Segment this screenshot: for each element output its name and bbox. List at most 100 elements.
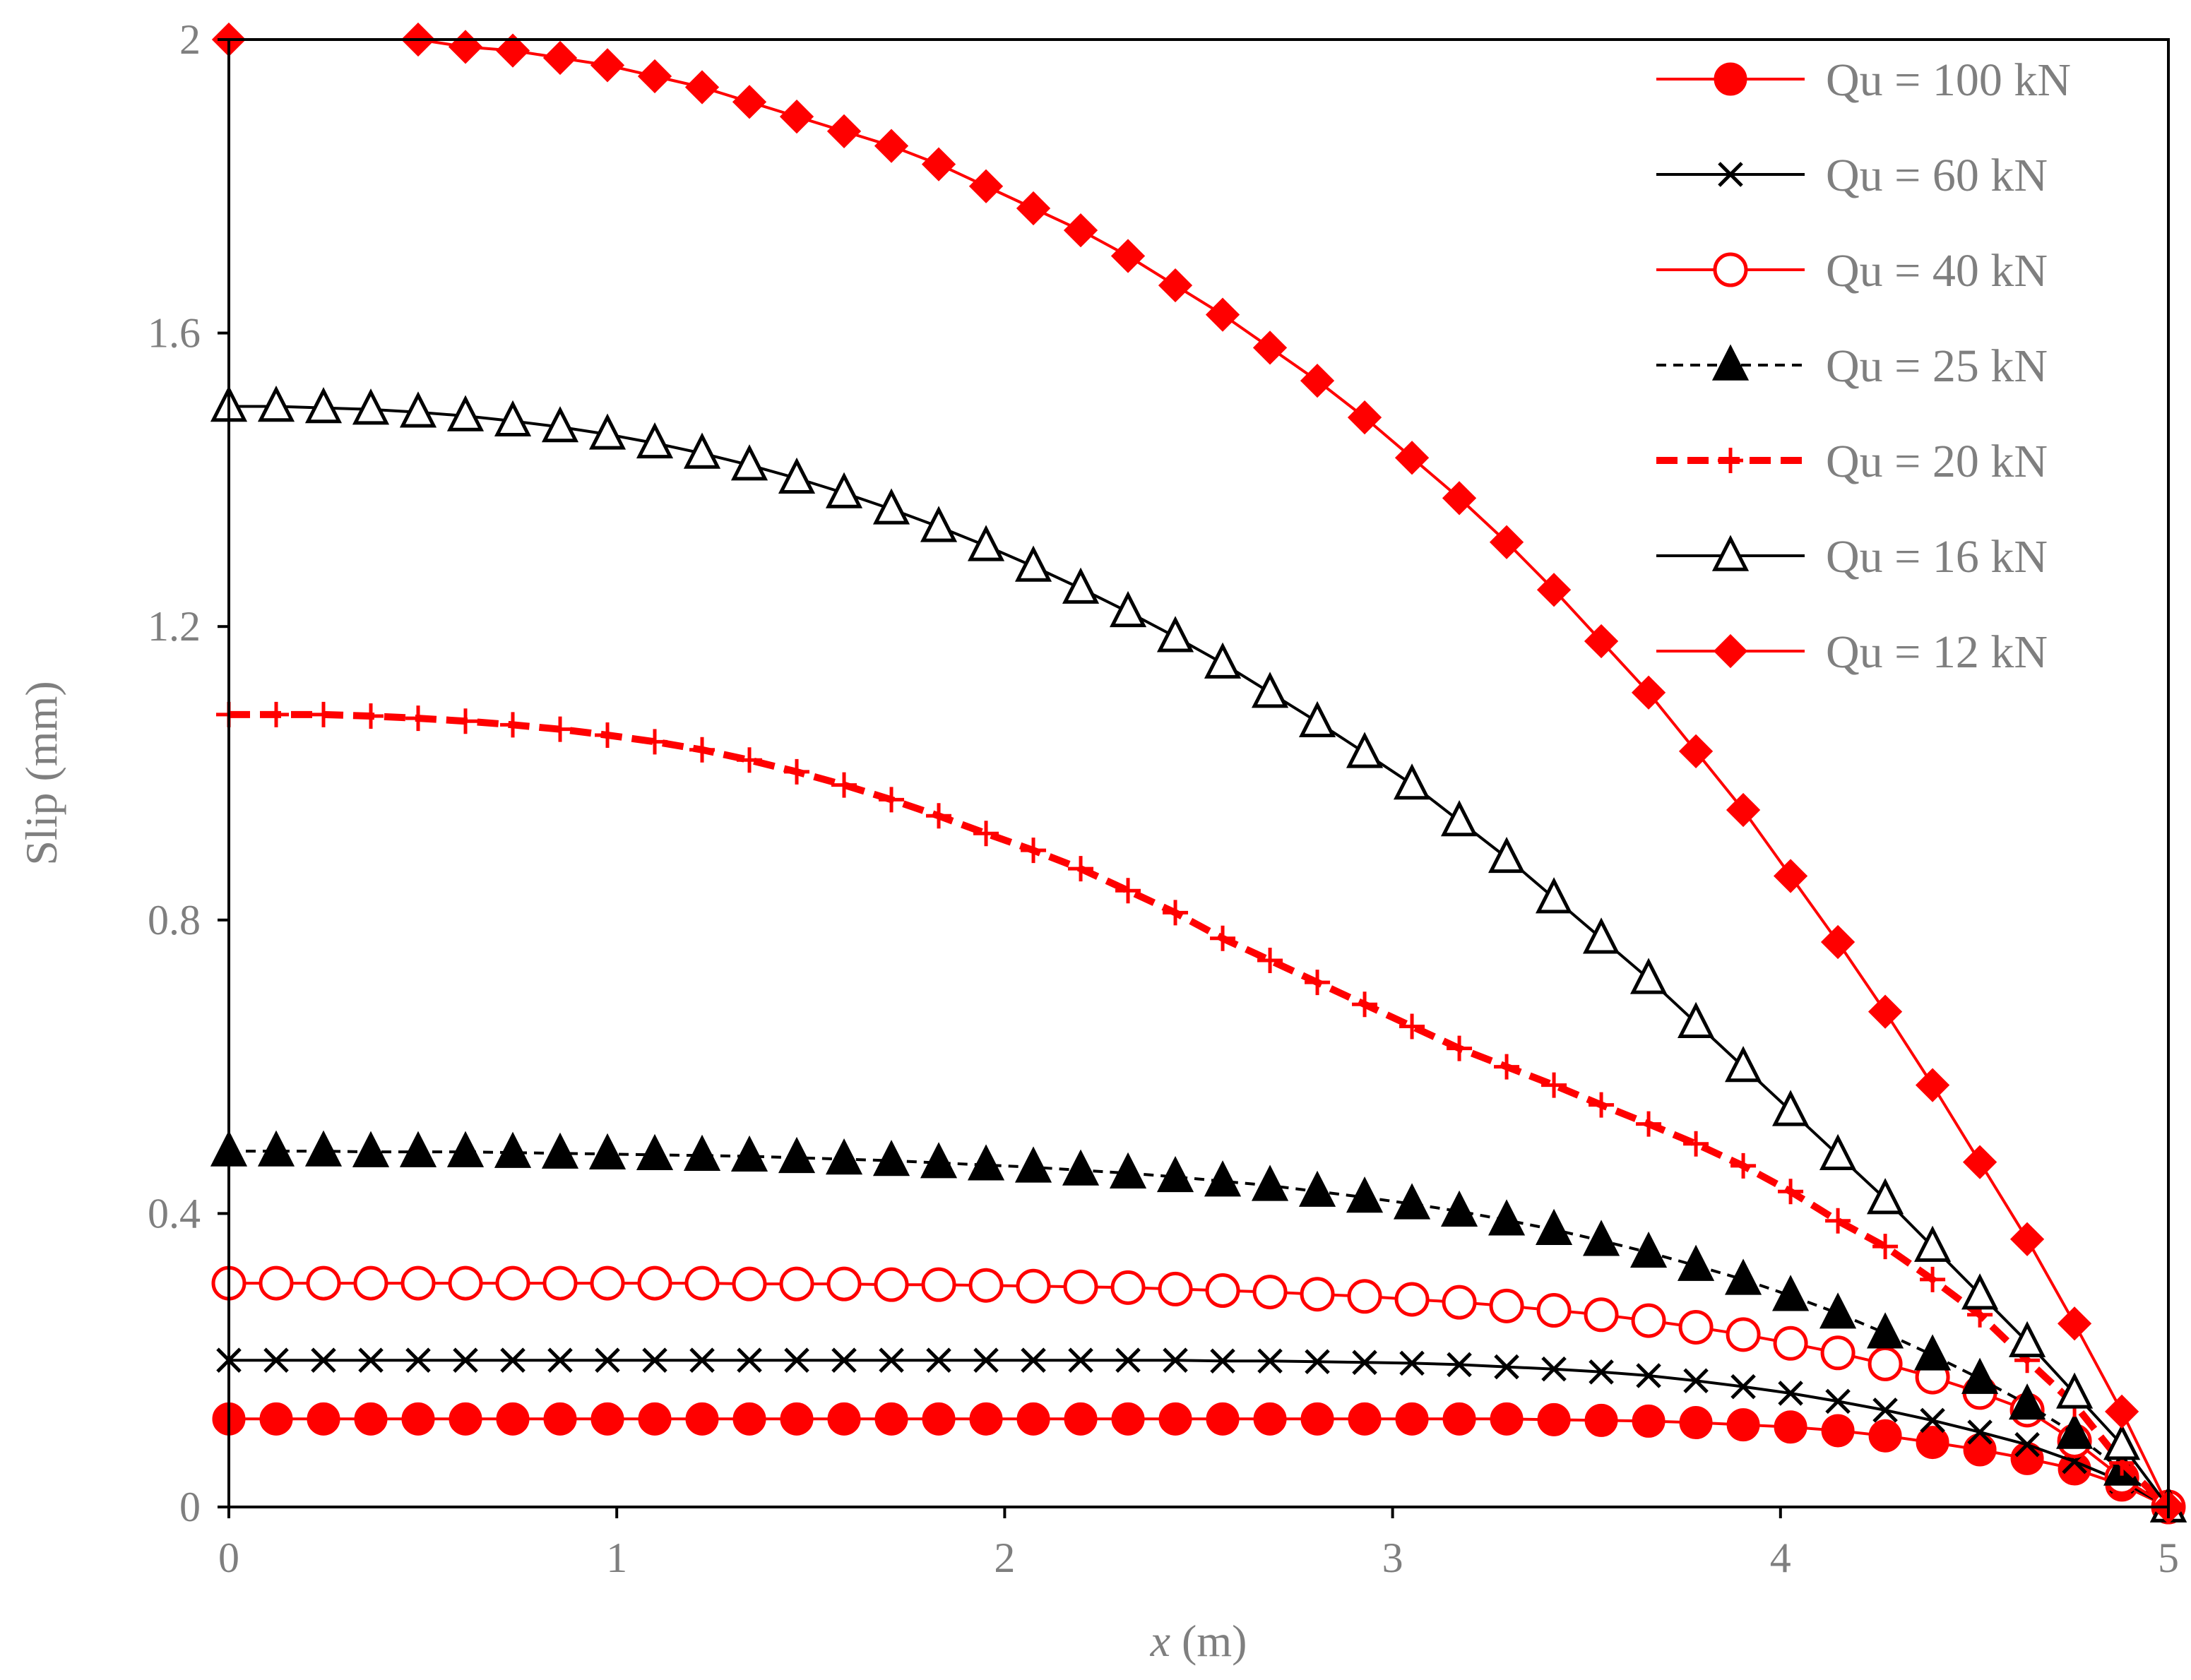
data-point <box>872 488 910 525</box>
data-point <box>494 400 532 436</box>
data-point <box>920 506 958 542</box>
legend-entry: Qu = 12 kN <box>1656 626 2048 678</box>
data-point <box>1204 642 1242 679</box>
data-point <box>311 1347 336 1373</box>
data-point <box>1257 1348 1283 1374</box>
legend-label: Qu = 12 kN <box>1826 626 2048 678</box>
data-point <box>1678 734 1714 768</box>
legend-marker <box>1714 62 1747 96</box>
data-point <box>1063 1269 1098 1304</box>
data-point <box>685 1402 719 1436</box>
axis-ticks <box>218 38 2170 1518</box>
data-point <box>831 1347 857 1373</box>
data-point <box>590 1402 624 1436</box>
data-point <box>354 1402 388 1436</box>
data-point <box>588 1133 627 1169</box>
data-point <box>1584 1297 1619 1333</box>
data-point <box>1210 925 1236 951</box>
data-point <box>1677 1244 1715 1281</box>
data-point <box>399 1131 437 1167</box>
data-point <box>257 385 295 422</box>
data-point <box>500 1347 526 1373</box>
data-point <box>825 472 863 508</box>
data-point <box>1582 917 1620 954</box>
data-point <box>1867 1312 1904 1349</box>
data-point <box>547 1347 573 1373</box>
legend-entry: Qu = 25 kN <box>1656 340 2048 392</box>
data-point <box>1825 1388 1851 1414</box>
data-point <box>1678 1309 1714 1345</box>
data-point <box>1156 1155 1194 1193</box>
legend-entry: Qu = 60 kN <box>1656 150 2048 201</box>
data-point <box>495 33 530 68</box>
data-point <box>1115 878 1141 904</box>
data-point <box>1535 877 1573 914</box>
data-point <box>1298 1170 1336 1207</box>
data-point <box>1399 1013 1425 1039</box>
data-point <box>1257 947 1283 973</box>
y-axis-title: Slip (mm) <box>16 681 66 865</box>
data-point <box>2056 1412 2094 1449</box>
data-point <box>1447 1035 1473 1061</box>
data-point <box>1730 1152 1757 1179</box>
data-point <box>1440 1190 1478 1227</box>
data-point <box>542 40 578 76</box>
data-point <box>732 85 767 119</box>
data-point <box>874 129 909 163</box>
data-point <box>1111 1402 1145 1436</box>
data-point <box>1489 1288 1524 1323</box>
data-point <box>1773 1325 1808 1361</box>
data-point <box>921 1267 956 1302</box>
data-point <box>1210 1348 1235 1374</box>
axis-tick-labels: 0 1 2 3 4 5 0 0.4 0.8 1.2 1.6 2 <box>148 16 2179 1581</box>
data-point <box>1724 1046 1762 1083</box>
data-point <box>1156 616 1194 653</box>
data-point <box>1300 364 1335 398</box>
data-point <box>449 1402 482 1436</box>
data-point <box>541 1132 579 1169</box>
data-point <box>779 99 814 134</box>
data-point <box>642 1347 667 1373</box>
data-point <box>926 1347 951 1373</box>
data-point <box>1726 792 1761 828</box>
data-point <box>1393 763 1431 800</box>
data-point <box>1206 1402 1240 1436</box>
data-point <box>405 1347 431 1373</box>
data-point <box>1205 1273 1240 1308</box>
data-point <box>401 1402 435 1436</box>
data-point <box>1068 856 1094 882</box>
data-point <box>1305 970 1331 996</box>
data-point <box>453 1347 478 1373</box>
data-point <box>353 1265 388 1301</box>
data-point <box>922 1402 956 1436</box>
data-point <box>1016 1402 1050 1436</box>
data-point <box>1110 239 1146 273</box>
data-point <box>1772 1090 1810 1126</box>
legend-marker <box>1713 252 1748 287</box>
data-point <box>784 1347 809 1373</box>
data-point <box>2056 1372 2094 1409</box>
legend-marker <box>1718 162 1743 187</box>
data-point <box>263 701 290 727</box>
data-point <box>1442 1402 1476 1436</box>
data-point <box>2103 1424 2141 1460</box>
data-point <box>1440 800 1478 837</box>
data-point <box>1961 1273 1999 1310</box>
legend-label: Qu = 16 kN <box>1826 531 2048 583</box>
x-tick-label: 2 <box>994 1535 1015 1581</box>
data-point <box>399 391 437 428</box>
data-point <box>304 387 343 424</box>
data-point <box>737 747 763 773</box>
data-point <box>1251 1164 1289 1201</box>
series-6 <box>210 385 2187 1523</box>
data-point <box>1163 1347 1188 1373</box>
data-point <box>1914 1225 1952 1262</box>
data-point <box>1920 1266 1946 1292</box>
data-point <box>1016 1268 1051 1304</box>
x-axis-title-var: x <box>1150 1616 1170 1666</box>
data-point <box>778 457 816 494</box>
data-point <box>683 1134 721 1172</box>
data-point <box>1394 1282 1430 1317</box>
data-point <box>1447 1352 1472 1378</box>
legend-entry: Qu = 100 kN <box>1656 54 2071 106</box>
